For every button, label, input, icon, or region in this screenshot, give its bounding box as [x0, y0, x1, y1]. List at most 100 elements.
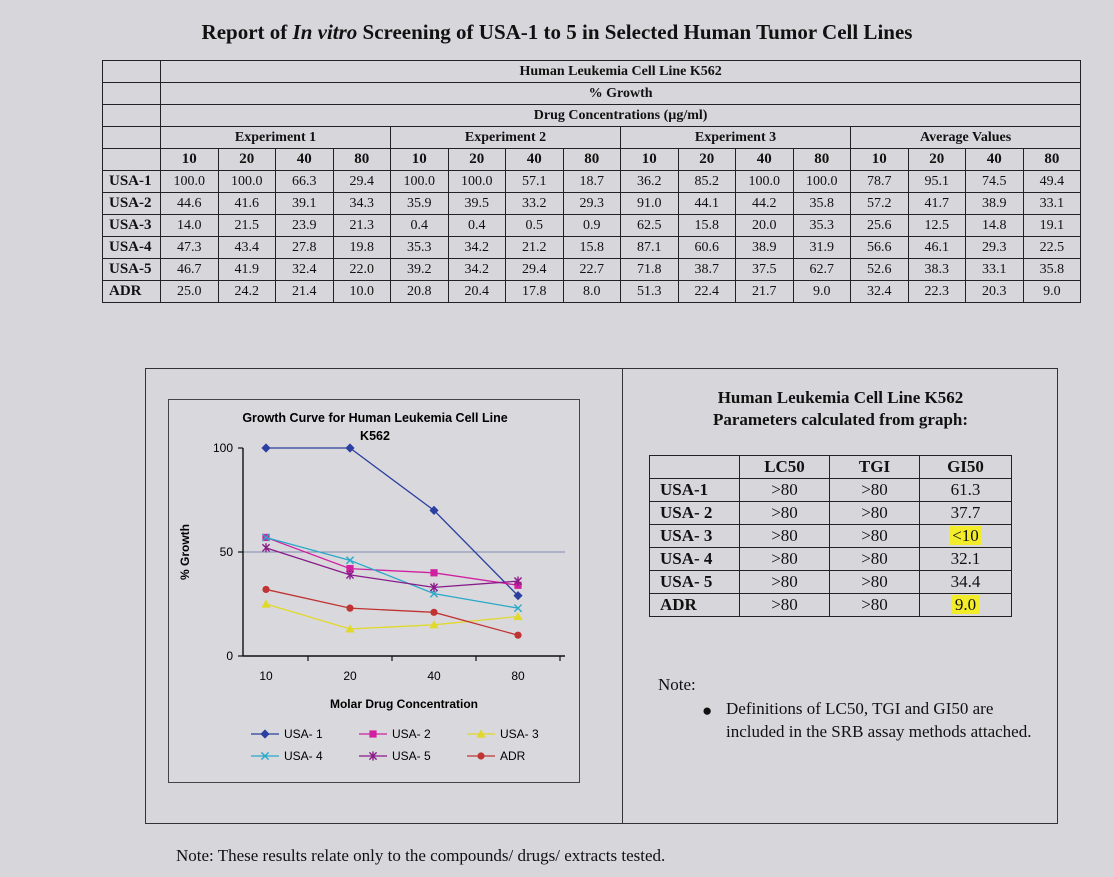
value-cell: 87.1: [620, 236, 679, 259]
value-cell: 24.2: [217, 280, 276, 303]
params-title: Human Leukemia Cell Line K562 Parameters…: [622, 387, 1059, 431]
value-cell: 78.7: [850, 170, 909, 193]
y-axis-label: % Growth: [178, 524, 192, 580]
value-cell: 20.4: [447, 280, 506, 303]
legend-marker: [477, 752, 485, 760]
value-cell: 41.7: [907, 192, 966, 215]
concentration-cell: 80: [1022, 148, 1082, 171]
value-cell: 85.2: [677, 170, 736, 193]
corner-cell: [102, 60, 161, 83]
gi50-cell: 61.3: [919, 478, 1012, 502]
value-cell: 38.9: [965, 192, 1024, 215]
value-cell: 37.5: [735, 258, 794, 281]
panel-divider: [622, 369, 623, 823]
value-cell: 33.1: [1022, 192, 1082, 215]
concentration-cell: 40: [275, 148, 334, 171]
value-cell: 34.3: [332, 192, 391, 215]
value-cell: 15.8: [677, 214, 736, 237]
concentration-cell: 10: [850, 148, 909, 171]
row-label: ADR: [102, 280, 161, 303]
value-cell: 25.0: [160, 280, 219, 303]
concentration-header: Drug Concentrations (µg/ml): [159, 104, 1082, 127]
params-row: USA- 3 >80 >80 <10: [649, 524, 1012, 548]
data-point: [262, 585, 270, 594]
value-cell: 100.0: [735, 170, 794, 193]
data-point: [345, 556, 355, 565]
value-cell: 34.2: [447, 258, 506, 281]
value-cell: 39.2: [390, 258, 449, 281]
row-label: USA-1: [649, 478, 740, 502]
value-cell: 35.9: [390, 192, 449, 215]
row-label: USA-1: [102, 170, 161, 193]
value-cell: 14.8: [965, 214, 1024, 237]
value-cell: 100.0: [447, 170, 506, 193]
series-line-4: [265, 547, 519, 589]
value-cell: 21.4: [275, 280, 334, 303]
title-part1: Report of: [201, 20, 293, 44]
title-italic: In vitro: [292, 20, 358, 44]
value-cell: 32.4: [850, 280, 909, 303]
series-line-1: [265, 536, 519, 586]
legend-label: ADR: [500, 749, 526, 763]
series-line-3: [265, 536, 519, 609]
params-row: USA- 4 >80 >80 32.1: [649, 547, 1012, 571]
value-cell: 32.4: [275, 258, 334, 281]
chart-title-line2: K562: [360, 429, 390, 443]
tgi-cell: >80: [829, 524, 920, 548]
value-cell: 60.6: [677, 236, 736, 259]
value-cell: 22.3: [907, 280, 966, 303]
concentration-cell: 20: [907, 148, 966, 171]
value-cell: 23.9: [275, 214, 334, 237]
value-cell: 29.4: [332, 170, 391, 193]
value-cell: 29.3: [965, 236, 1024, 259]
data-point: [430, 608, 438, 616]
lc50-cell: >80: [739, 524, 830, 548]
value-cell: 57.1: [505, 170, 564, 193]
value-cell: 33.1: [965, 258, 1024, 281]
gi50-highlighted-value: 9.0: [951, 595, 980, 614]
params-row: USA- 2 >80 >80 37.7: [649, 501, 1012, 525]
growth-chart: Growth Curve for Human Leukemia Cell Lin…: [168, 399, 580, 783]
report-title: Report of In vitro Screening of USA-1 to…: [0, 20, 1114, 45]
legend-label: USA- 3: [500, 727, 539, 741]
value-cell: 100.0: [217, 170, 276, 193]
value-cell: 10.0: [332, 280, 391, 303]
value-cell: 19.8: [332, 236, 391, 259]
value-cell: 100.0: [160, 170, 219, 193]
value-cell: 62.5: [620, 214, 679, 237]
value-cell: 9.0: [792, 280, 851, 303]
group-header: Experiment 2: [390, 126, 621, 149]
value-cell: 25.6: [850, 214, 909, 237]
row-label: USA- 2: [649, 501, 740, 525]
row-label: USA-3: [102, 214, 161, 237]
data-point: [261, 443, 271, 453]
concentration-cell: 20: [677, 148, 736, 171]
value-cell: 44.2: [735, 192, 794, 215]
value-cell: 43.4: [217, 236, 276, 259]
value-cell: 34.2: [447, 236, 506, 259]
value-cell: 20.3: [965, 280, 1024, 303]
value-cell: 38.3: [907, 258, 966, 281]
corner-cell: [649, 455, 740, 479]
value-cell: 17.8: [505, 280, 564, 303]
concentration-cell: 40: [965, 148, 1024, 171]
value-cell: 52.6: [850, 258, 909, 281]
corner-cell: [102, 148, 161, 171]
row-label: USA-5: [102, 258, 161, 281]
tgi-cell: >80: [829, 501, 920, 525]
value-cell: 20.8: [390, 280, 449, 303]
legend-marker: [369, 730, 377, 738]
concentration-cell: 80: [332, 148, 391, 171]
value-cell: 22.4: [677, 280, 736, 303]
value-cell: 39.5: [447, 192, 506, 215]
legend-label: USA- 1: [284, 727, 323, 741]
x-axis-label: Molar Drug Concentration: [330, 697, 478, 711]
lower-panel: Growth Curve for Human Leukemia Cell Lin…: [145, 368, 1058, 824]
params-row: USA-1 >80 >80 61.3: [649, 478, 1012, 502]
cell-line-header: Human Leukemia Cell Line K562: [159, 60, 1082, 83]
value-cell: 22.0: [332, 258, 391, 281]
value-cell: 95.1: [907, 170, 966, 193]
corner-cell: [102, 126, 161, 149]
params-title-line2: Parameters calculated from graph:: [712, 410, 969, 429]
value-cell: 18.7: [562, 170, 621, 193]
